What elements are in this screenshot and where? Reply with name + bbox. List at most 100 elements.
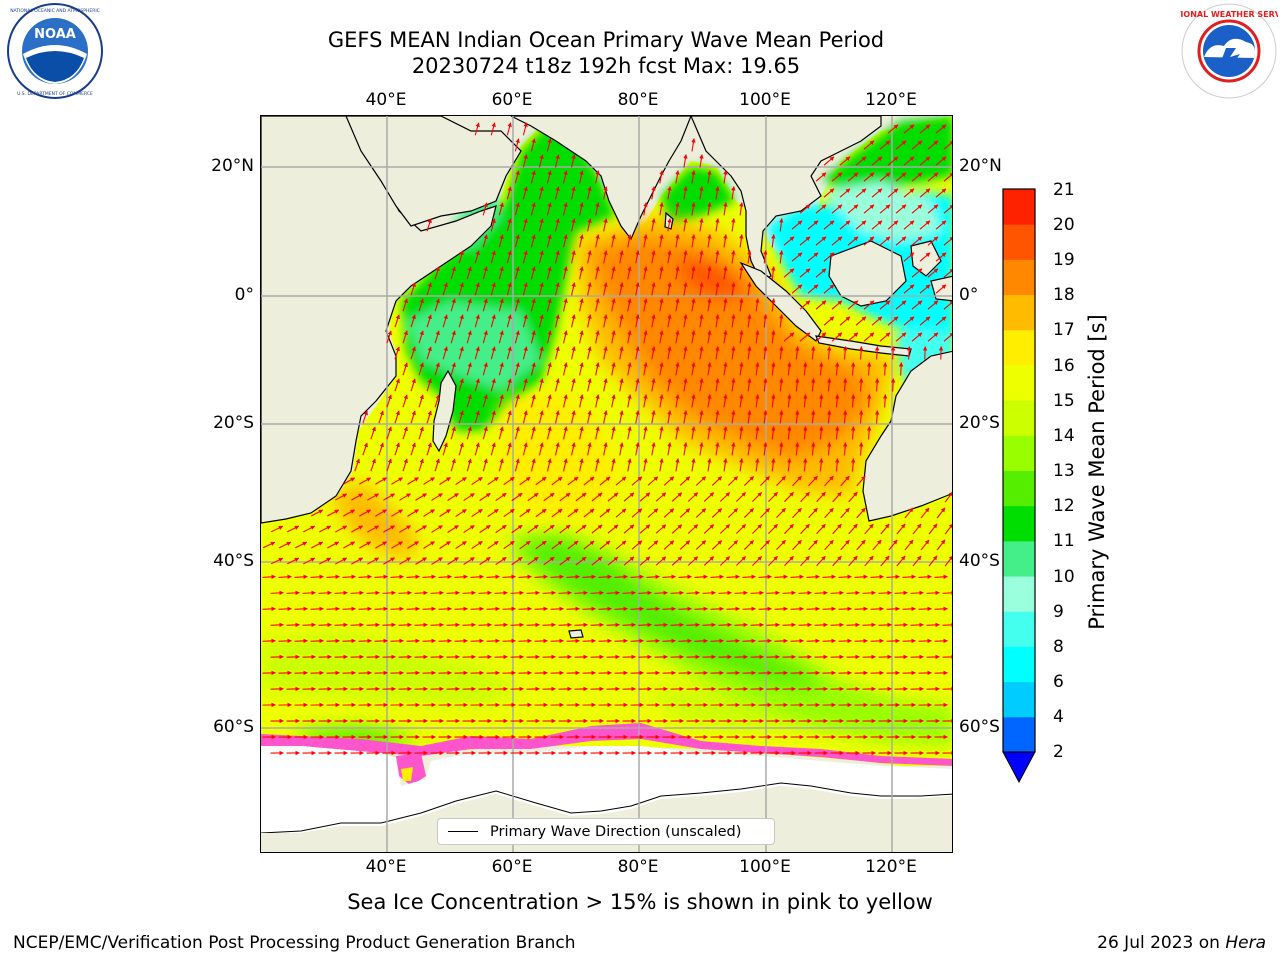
direction-arrow bbox=[463, 524, 475, 534]
direction-arrow bbox=[835, 394, 840, 408]
direction-arrow bbox=[522, 122, 528, 136]
svg-text:U.S. DEPARTMENT OF COMMERCE: U.S. DEPARTMENT OF COMMERCE bbox=[17, 91, 93, 97]
left-tick-label: 20°S bbox=[213, 413, 254, 433]
direction-arrow bbox=[784, 555, 794, 567]
direction-arrow bbox=[450, 362, 456, 376]
direction-arrow bbox=[667, 314, 672, 328]
direction-arrow bbox=[719, 492, 731, 502]
direction-arrow bbox=[498, 458, 504, 472]
direction-arrow bbox=[827, 442, 832, 456]
direction-arrow bbox=[335, 525, 348, 533]
direction-arrow bbox=[707, 234, 712, 248]
direction-arrow bbox=[562, 170, 568, 184]
direction-arrow bbox=[391, 541, 403, 549]
direction-arrow bbox=[715, 346, 720, 360]
direction-arrow bbox=[418, 298, 424, 312]
direction-arrow bbox=[562, 394, 568, 408]
direction-arrow bbox=[739, 234, 744, 248]
direction-arrow bbox=[723, 426, 728, 440]
direction-arrow bbox=[911, 300, 923, 310]
direction-arrow bbox=[366, 590, 380, 596]
direction-arrow bbox=[715, 314, 720, 328]
direction-arrow bbox=[840, 475, 850, 487]
direction-arrow bbox=[858, 378, 864, 392]
direction-arrow bbox=[880, 523, 890, 535]
direction-arrow bbox=[434, 330, 440, 344]
direction-arrow bbox=[831, 332, 843, 342]
direction-arrow bbox=[864, 523, 874, 535]
direction-arrow bbox=[758, 574, 772, 580]
direction-arrow bbox=[498, 330, 504, 344]
direction-arrow bbox=[662, 638, 676, 644]
colorbar-tick: 15 bbox=[1053, 391, 1075, 411]
direction-arrow bbox=[919, 284, 931, 294]
direction-arrow bbox=[858, 410, 864, 424]
direction-arrow bbox=[798, 622, 812, 628]
direction-arrow bbox=[643, 202, 648, 216]
direction-arrow bbox=[466, 330, 472, 344]
direction-arrow bbox=[639, 492, 651, 502]
svg-text:NATIONAL WEATHER SERVICE: NATIONAL WEATHER SERVICE bbox=[1180, 10, 1278, 19]
direction-arrow bbox=[815, 332, 827, 342]
direction-arrow bbox=[635, 442, 640, 456]
direction-arrow bbox=[375, 477, 388, 485]
direction-arrow bbox=[538, 378, 544, 392]
direction-arrow bbox=[447, 557, 459, 565]
direction-arrow bbox=[546, 394, 552, 408]
direction-arrow bbox=[854, 606, 868, 612]
direction-arrow bbox=[944, 555, 952, 567]
direction-arrow bbox=[579, 394, 584, 408]
direction-arrow bbox=[422, 606, 436, 612]
direction-arrow bbox=[343, 509, 356, 517]
direction-arrow bbox=[895, 204, 907, 214]
direction-arrow bbox=[599, 508, 611, 518]
direction-arrow bbox=[394, 442, 400, 456]
direction-arrow bbox=[691, 202, 696, 216]
direction-arrow bbox=[718, 590, 732, 596]
direction-arrow bbox=[792, 539, 802, 551]
right-tick-label: 40°S bbox=[959, 551, 1000, 571]
direction-arrow bbox=[904, 539, 914, 551]
chart-title: GEFS MEAN Indian Ocean Primary Wave Mean… bbox=[327, 28, 885, 52]
direction-arrow bbox=[587, 218, 592, 232]
direction-arrow bbox=[694, 638, 708, 644]
direction-arrow bbox=[590, 622, 604, 628]
direction-arrow bbox=[699, 378, 704, 392]
direction-arrow bbox=[627, 394, 632, 408]
colorbar-segment bbox=[1003, 716, 1035, 753]
direction-arrow bbox=[710, 606, 724, 612]
direction-arrow bbox=[294, 541, 308, 549]
direction-arrow bbox=[587, 346, 592, 360]
direction-arrow bbox=[631, 540, 643, 550]
direction-arrow bbox=[715, 282, 720, 296]
direction-arrow bbox=[920, 507, 930, 519]
direction-arrow bbox=[911, 172, 923, 182]
direction-arrow bbox=[551, 476, 563, 486]
direction-arrow bbox=[723, 202, 728, 216]
direction-arrow bbox=[635, 378, 640, 392]
direction-arrow bbox=[856, 475, 866, 487]
direction-arrow bbox=[350, 622, 364, 628]
direction-arrow bbox=[646, 606, 660, 612]
direction-arrow bbox=[707, 202, 712, 216]
direction-arrow bbox=[530, 138, 536, 152]
direction-arrow bbox=[562, 458, 568, 472]
direction-arrow bbox=[863, 204, 875, 214]
direction-arrow bbox=[715, 218, 720, 232]
direction-arrow bbox=[554, 314, 560, 328]
direction-arrow bbox=[856, 539, 866, 551]
direction-arrow bbox=[667, 442, 672, 456]
direction-arrow bbox=[752, 524, 762, 534]
direction-arrow bbox=[587, 282, 592, 296]
direction-arrow bbox=[752, 492, 762, 502]
direction-arrow bbox=[896, 523, 906, 535]
direction-arrow bbox=[635, 410, 640, 424]
direction-arrow bbox=[799, 300, 811, 310]
direction-arrow bbox=[871, 156, 883, 166]
direction-arrow bbox=[362, 442, 368, 456]
direction-arrow bbox=[534, 606, 548, 612]
direction-arrow bbox=[470, 638, 484, 644]
direction-arrow bbox=[579, 266, 584, 280]
direction-arrow bbox=[811, 346, 816, 360]
direction-arrow bbox=[699, 250, 704, 264]
